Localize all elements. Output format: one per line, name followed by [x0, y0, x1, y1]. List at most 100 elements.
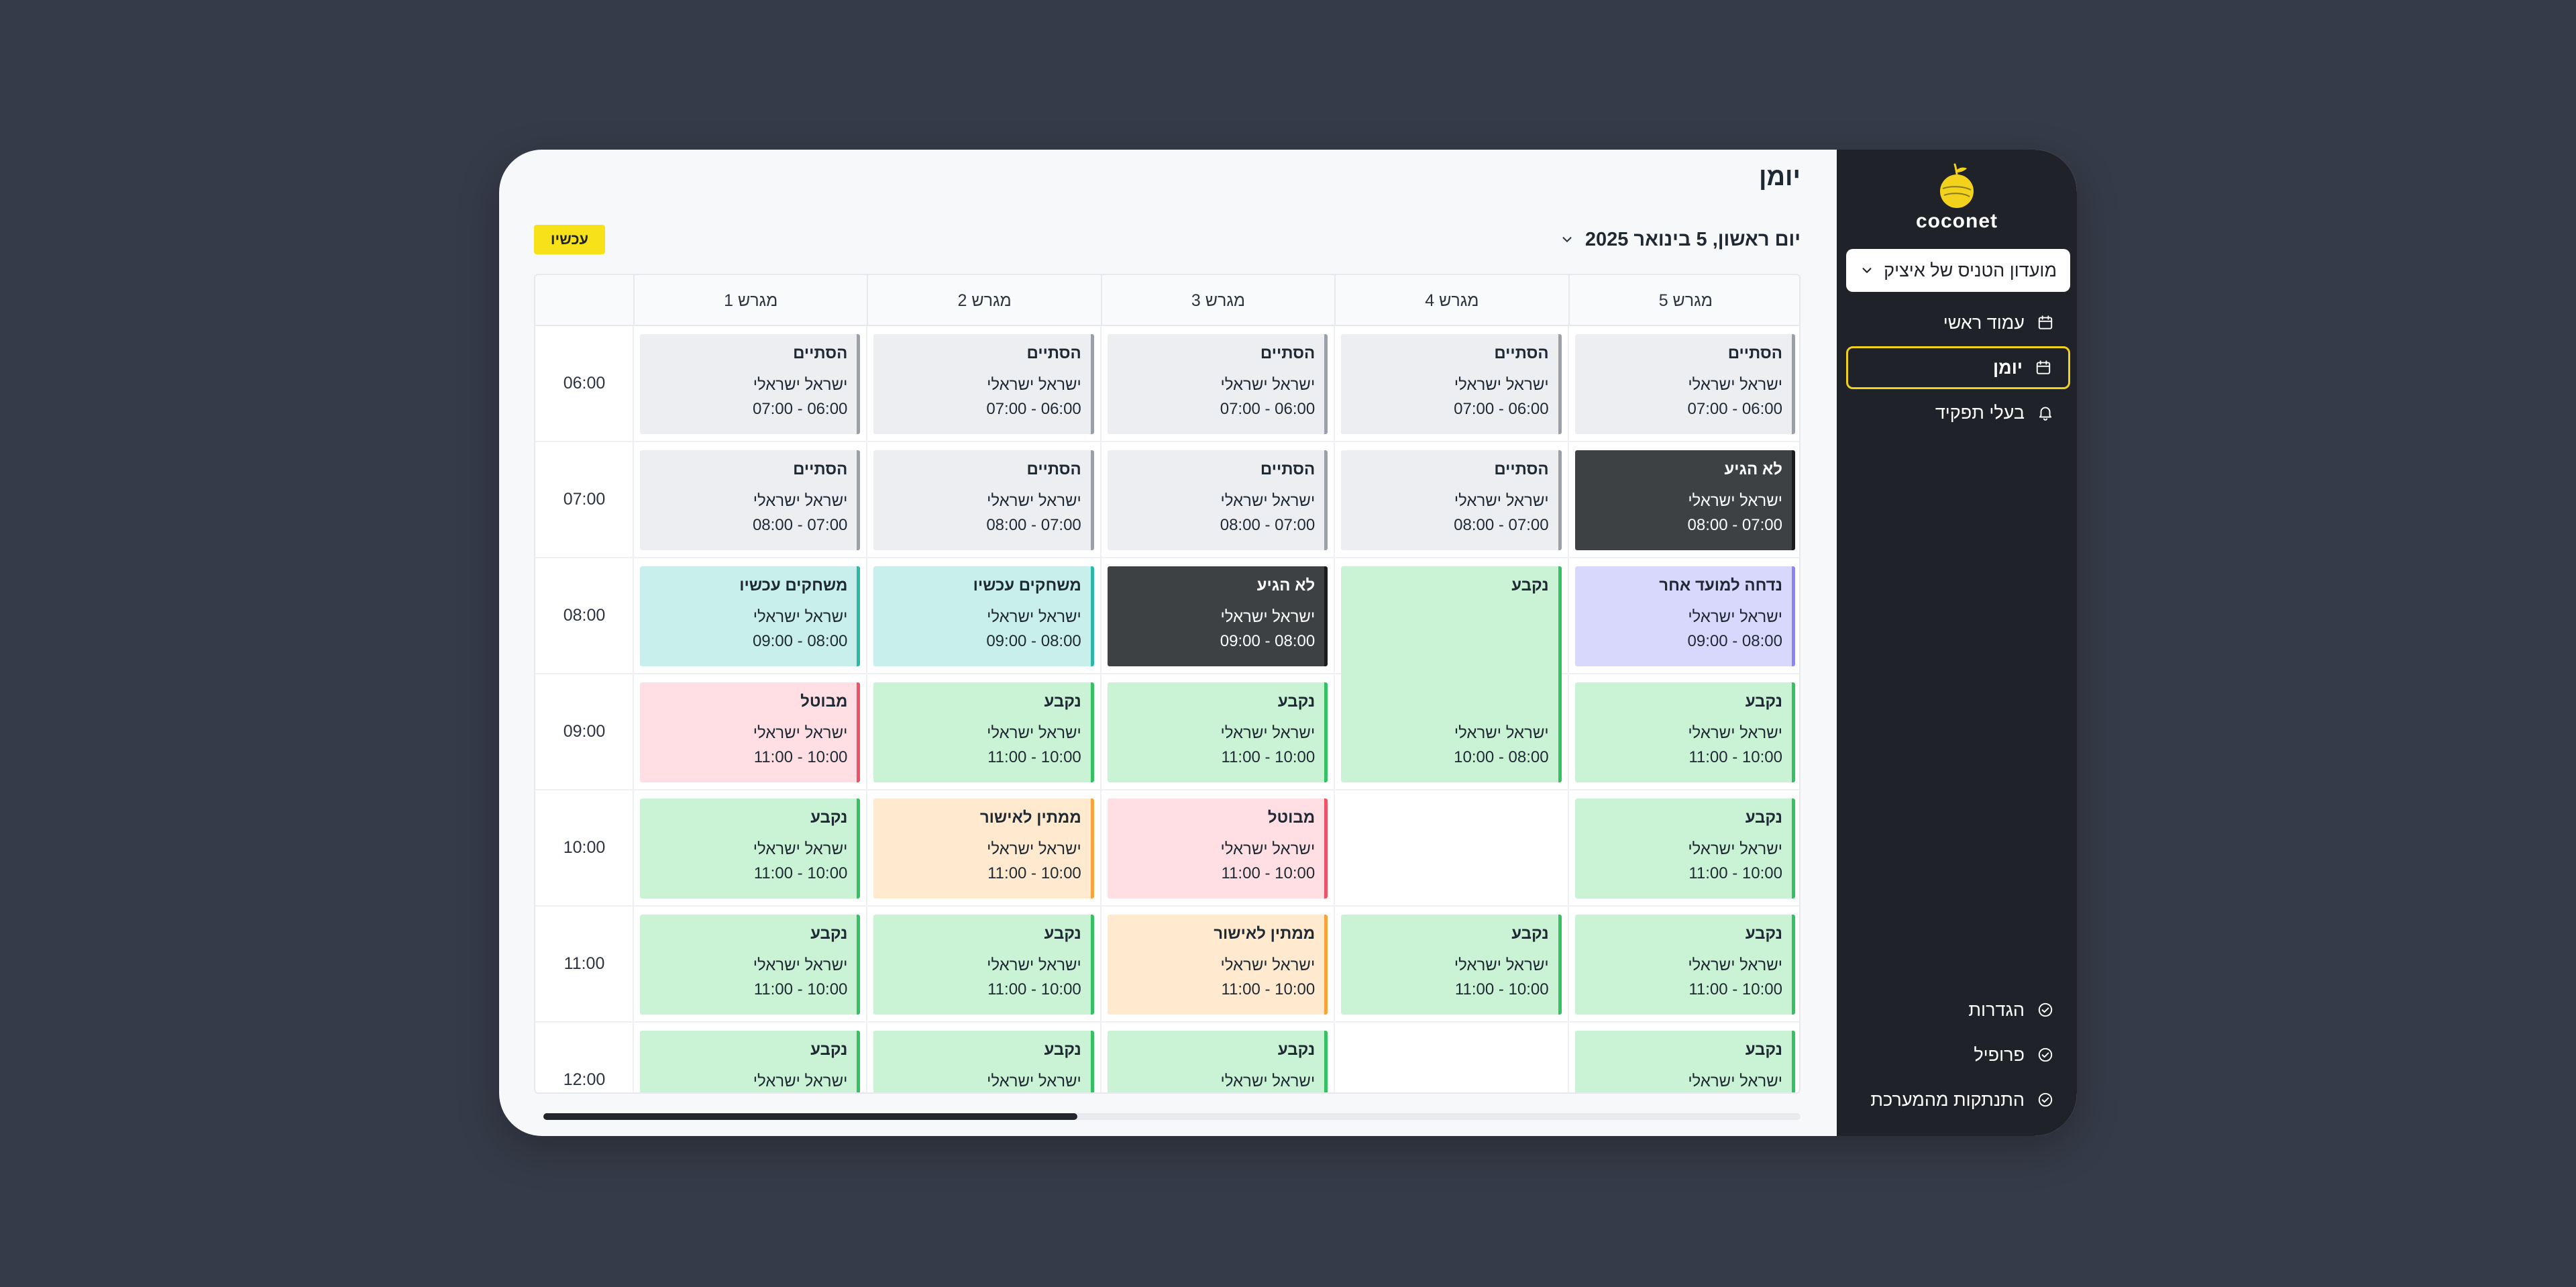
booking-slot[interactable]: הסתיים ישראל ישראלי 06:00 - 07:00: [640, 334, 861, 434]
booking-status: הסתיים: [1494, 460, 1549, 478]
booking-time: 06:00 - 07:00: [1454, 400, 1549, 418]
booking-time: 06:00 - 07:00: [986, 400, 1081, 418]
booking-player: ישראל ישראלי: [1688, 376, 1782, 394]
booking-status: נדחה למועד אחר: [1659, 576, 1782, 595]
booking-status: נקבע: [1745, 925, 1782, 943]
nav-item-label: עמוד ראשי: [1943, 312, 2025, 333]
booking-status: הסתיים: [1260, 344, 1316, 362]
booking-status: נקבע: [1277, 692, 1316, 711]
horizontal-scrollbar[interactable]: [543, 1113, 1801, 1120]
scrollbar-thumb[interactable]: [543, 1113, 1077, 1120]
booking-player: ישראל ישראלי: [987, 956, 1081, 974]
chevron-down-icon: [1862, 268, 1872, 273]
booking-slot[interactable]: לא הגיע ישראל ישראלי 07:00 - 08:00: [1574, 450, 1795, 550]
booking-status: נקבע: [1745, 809, 1782, 827]
booking-slot[interactable]: נקבע ישראל ישראלי 10:00 - 11:00: [873, 915, 1094, 1015]
date-picker[interactable]: יום ראשון, 5 בינואר 2025: [1560, 225, 1801, 254]
booking-slot[interactable]: משחקים עכשיו ישראל ישראלי 08:00 - 09:00: [640, 566, 861, 666]
booking-player: ישראל ישראלי: [1688, 1072, 1782, 1090]
booking-slot[interactable]: מבוטל ישראל ישראלי 10:00 - 11:00: [640, 682, 861, 782]
now-button[interactable]: עכשיו: [534, 225, 605, 254]
booking-status: לא הגיע: [1724, 460, 1782, 478]
booking-slot[interactable]: נקבע ישראל ישראלי 10:00 - 11:00: [1341, 915, 1562, 1015]
time-label: 11:00: [535, 907, 633, 1023]
booking-slot[interactable]: נקבע ישראל ישראלי: [873, 1031, 1094, 1092]
booking-slot[interactable]: הסתיים ישראל ישראלי 06:00 - 07:00: [1107, 334, 1328, 434]
nav-item[interactable]: התנתקות מהמערכת: [1846, 1078, 2070, 1121]
booking-status: משחקים עכשיו: [973, 576, 1081, 595]
booking-status: הסתיים: [793, 460, 848, 478]
booking-slot[interactable]: הסתיים ישראל ישראלי 06:00 - 07:00: [873, 334, 1094, 434]
booking-status: נקבע: [1044, 925, 1081, 943]
booking-player: ישראל ישראלי: [1220, 376, 1316, 394]
booking-player: ישראל ישראלי: [1688, 840, 1782, 858]
booking-slot[interactable]: נקבע ישראל ישראלי 10:00 - 11:00: [640, 915, 861, 1015]
booking-player: ישראל ישראלי: [1220, 608, 1316, 626]
booking-slot[interactable]: הסתיים ישראל ישראלי 06:00 - 07:00: [1341, 334, 1562, 434]
nav-item[interactable]: בעלי תפקיד: [1846, 391, 2070, 434]
booking-slot[interactable]: נקבע ישראל ישראלי 08:00 - 10:00: [1341, 566, 1562, 782]
row-divider: [633, 673, 1799, 674]
booking-status: משחקים עכשיו: [739, 576, 848, 595]
booking-player: ישראל ישראלי: [1688, 956, 1782, 974]
nav-item[interactable]: הגדרות: [1846, 988, 2070, 1031]
nav-item-label: התנתקות מהמערכת: [1870, 1089, 2025, 1110]
booking-slot[interactable]: נקבע ישראל ישראלי 10:00 - 11:00: [873, 682, 1094, 782]
booking-slot[interactable]: הסתיים ישראל ישראלי 06:00 - 07:00: [1574, 334, 1795, 434]
booking-slot[interactable]: לא הגיע ישראל ישראלי 08:00 - 09:00: [1107, 566, 1328, 666]
booking-time: 10:00 - 11:00: [1688, 864, 1782, 882]
booking-player: ישראל ישראלי: [987, 840, 1081, 858]
booking-status: נקבע: [810, 809, 848, 827]
nav-item[interactable]: עמוד ראשי: [1846, 301, 2070, 344]
booking-player: ישראל ישראלי: [987, 376, 1081, 394]
booking-slot[interactable]: נקבע ישראל ישראלי 10:00 - 11:00: [1107, 682, 1328, 782]
booking-player: ישראל ישראלי: [753, 608, 848, 626]
time-label: 09:00: [535, 674, 633, 790]
page-title: יומן: [1759, 163, 1801, 191]
booking-slot[interactable]: נקבע ישראל ישראלי: [1107, 1031, 1328, 1092]
booking-slot[interactable]: מבוטל ישראל ישראלי 10:00 - 11:00: [1107, 799, 1328, 898]
booking-player: ישראל ישראלי: [1220, 724, 1316, 742]
main-content: יומן יום ראשון, 5 בינואר 2025 עכשיו מגרש…: [499, 150, 1837, 1136]
club-select-value: מועדון הטניס של איציק: [1884, 260, 2057, 280]
time-label: 07:00: [535, 442, 633, 558]
bottom-nav: הגדרות פרופיל התנתקות מהמערכת: [1846, 988, 2070, 1123]
court-header: מגרש 2: [867, 275, 1100, 326]
nav-item[interactable]: יומן: [1846, 346, 2070, 389]
booking-player: ישראל ישראלי: [1454, 376, 1549, 394]
booking-slot[interactable]: הסתיים ישראל ישראלי 07:00 - 08:00: [873, 450, 1094, 550]
booking-status: נקבע: [1044, 1041, 1081, 1059]
booking-slot[interactable]: נקבע ישראל ישראלי: [1574, 1031, 1795, 1092]
booking-slot[interactable]: נקבע ישראל ישראלי: [640, 1031, 861, 1092]
booking-time: 06:00 - 07:00: [1220, 400, 1316, 418]
booking-slot[interactable]: נדחה למועד אחר ישראל ישראלי 08:00 - 09:00: [1574, 566, 1795, 666]
booking-status: הסתיים: [1727, 344, 1782, 362]
booking-slot[interactable]: הסתיים ישראל ישראלי 07:00 - 08:00: [640, 450, 861, 550]
booking-slot[interactable]: הסתיים ישראל ישראלי 07:00 - 08:00: [1107, 450, 1328, 550]
booking-slot[interactable]: נקבע ישראל ישראלי 10:00 - 11:00: [1574, 799, 1795, 898]
booking-slot[interactable]: ממתין לאישור ישראל ישראלי 10:00 - 11:00: [873, 799, 1094, 898]
booking-player: ישראל ישראלי: [1220, 956, 1316, 974]
booking-time: 10:00 - 11:00: [987, 748, 1081, 766]
booking-slot[interactable]: משחקים עכשיו ישראל ישראלי 08:00 - 09:00: [873, 566, 1094, 666]
booking-slot[interactable]: נקבע ישראל ישראלי 10:00 - 11:00: [640, 799, 861, 898]
row-divider: [633, 789, 1799, 790]
booking-slot[interactable]: הסתיים ישראל ישראלי 07:00 - 08:00: [1341, 450, 1562, 550]
booking-status: נקבע: [1511, 925, 1549, 943]
booking-player: ישראל ישראלי: [987, 724, 1081, 742]
row-divider: [633, 1021, 1799, 1023]
booking-slot[interactable]: נקבע ישראל ישראלי 10:00 - 11:00: [1574, 915, 1795, 1015]
nav-item[interactable]: פרופיל: [1846, 1033, 2070, 1076]
booking-player: ישראל ישראלי: [987, 608, 1081, 626]
club-select[interactable]: מועדון הטניס של איציק: [1846, 249, 2070, 292]
booking-status: הסתיים: [1026, 460, 1081, 478]
booking-slot[interactable]: נקבע ישראל ישראלי 10:00 - 11:00: [1574, 682, 1795, 782]
bell-icon: [2037, 404, 2054, 421]
nav-item-label: בעלי תפקיד: [1935, 402, 2025, 423]
row-divider: [633, 441, 1799, 442]
booking-time: 07:00 - 08:00: [752, 516, 848, 534]
coconut-logo-icon: [1940, 163, 1974, 208]
booking-time: 10:00 - 11:00: [1688, 748, 1782, 766]
column-divider: [866, 326, 868, 1092]
booking-slot[interactable]: ממתין לאישור ישראל ישראלי 10:00 - 11:00: [1107, 915, 1328, 1015]
